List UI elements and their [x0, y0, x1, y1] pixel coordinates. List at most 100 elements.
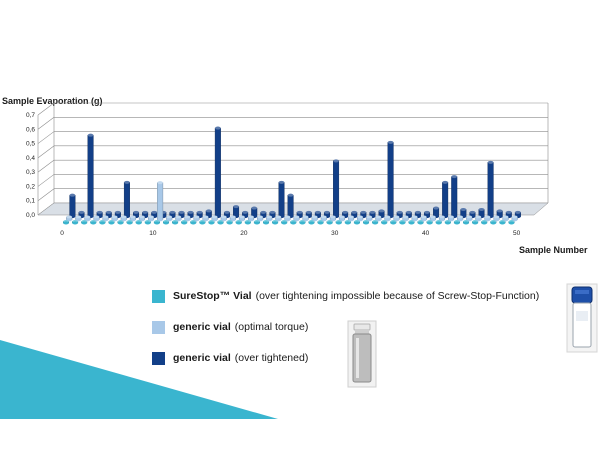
gridline-side [37, 159, 55, 173]
bar [257, 215, 264, 222]
legend-swatch-generic-overtightened [152, 351, 165, 365]
legend-item-generic-optimal: generic vial (optimal torque) [152, 319, 539, 335]
bar [244, 220, 251, 225]
bar-cap [411, 215, 418, 219]
bar [463, 220, 470, 225]
bar-base [335, 221, 342, 225]
bar-cap [96, 210, 103, 214]
bar [348, 215, 355, 222]
bar-cap [75, 215, 82, 219]
bar [408, 220, 415, 225]
bar [302, 215, 309, 222]
bar [290, 220, 297, 225]
bar-cap [187, 210, 194, 214]
bar-base [299, 221, 306, 225]
bar-base [417, 221, 424, 225]
bar [281, 220, 288, 225]
bar-cap [505, 210, 512, 214]
bar-cap [157, 181, 163, 185]
bar-cap [466, 215, 473, 219]
bar [193, 215, 200, 222]
bar-cap [493, 215, 500, 219]
bar [299, 220, 306, 225]
bar [202, 215, 209, 222]
bar-base [199, 221, 206, 225]
bar-cap [166, 215, 173, 219]
bar-base [472, 221, 478, 225]
bar-base [445, 221, 451, 225]
bar-cap [257, 215, 263, 219]
bar [157, 181, 164, 222]
bar [499, 220, 506, 225]
bar-cap [139, 215, 145, 219]
y-axis-title: Sample Evaporation (g) [2, 96, 103, 106]
bar-base [426, 221, 433, 225]
bar-cap [448, 215, 454, 219]
legend-item-surestop: SureStop™ Vial (over tightening impossib… [152, 288, 539, 304]
bar-cap [148, 215, 154, 219]
bar [481, 220, 488, 225]
bar-cap [315, 210, 321, 214]
bar-base [154, 221, 160, 225]
x-tick-label: 30 [331, 230, 339, 237]
legend-desc: (optimal torque) [234, 321, 309, 333]
bar [372, 220, 379, 225]
bar-base [499, 221, 506, 225]
bar-cap [378, 209, 385, 213]
bar [133, 210, 140, 219]
bar-cap [487, 160, 494, 164]
bar-base [272, 221, 278, 225]
legend-desc: (over tightening impossible because of S… [255, 290, 540, 302]
bar [199, 220, 206, 225]
bar [399, 220, 406, 225]
bar-cap [69, 193, 76, 197]
bar [229, 215, 236, 222]
bar-cap [260, 210, 267, 214]
bar-cap [369, 210, 376, 214]
bar [172, 220, 179, 225]
bar-cap [502, 215, 509, 219]
bar-base [226, 221, 233, 225]
bar-cap [211, 215, 218, 219]
x-tick-label: 50 [513, 230, 521, 237]
bar-cap [78, 210, 85, 214]
bar-cap [205, 209, 212, 213]
bar-base [90, 221, 97, 225]
bar-cap [330, 215, 336, 219]
bar-base [290, 221, 297, 225]
bar-base [281, 221, 287, 225]
bar [153, 220, 160, 225]
bar-cap [284, 215, 291, 219]
bar-cap [342, 210, 348, 214]
bar-cap [142, 210, 148, 214]
bar-cap [269, 210, 276, 214]
bar [335, 220, 342, 225]
bar-cap [451, 175, 458, 179]
gridline-side [37, 102, 55, 116]
gridline-side [37, 145, 55, 159]
bar-base [390, 221, 397, 225]
bar-cap [87, 133, 94, 137]
gridline-side [37, 131, 55, 144]
bar-cap [396, 210, 403, 214]
bar [466, 215, 473, 222]
bar-base [108, 221, 115, 225]
bar-cap [296, 210, 303, 214]
bar-base [308, 221, 315, 225]
bar-cap [184, 215, 191, 219]
bar [108, 220, 115, 225]
bar-cap [102, 215, 109, 219]
bar [138, 215, 145, 222]
bar-cap [442, 180, 448, 184]
bar-cap [133, 210, 139, 214]
bar-cap [220, 215, 227, 219]
bar-cap [248, 215, 254, 219]
bar-cap [405, 210, 412, 214]
gridline-side [37, 117, 55, 130]
bar-base [99, 221, 106, 225]
x-tick-label: 0 [60, 230, 64, 237]
bar [317, 220, 324, 225]
bar-base [326, 221, 333, 225]
